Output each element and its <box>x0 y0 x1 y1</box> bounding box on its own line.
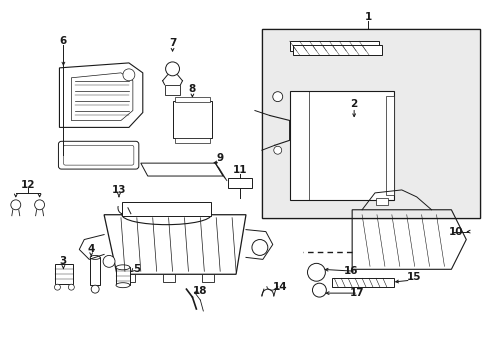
Text: 2: 2 <box>350 99 357 109</box>
Text: 12: 12 <box>20 180 35 190</box>
Circle shape <box>54 284 61 290</box>
Text: 14: 14 <box>272 282 286 292</box>
Circle shape <box>68 284 74 290</box>
Bar <box>122 202 211 216</box>
Text: 16: 16 <box>343 266 358 276</box>
Bar <box>332 278 393 287</box>
Bar <box>292 45 381 55</box>
Circle shape <box>273 146 281 154</box>
Circle shape <box>307 264 325 281</box>
Bar <box>164 85 180 95</box>
Text: 17: 17 <box>349 288 364 298</box>
Bar <box>202 274 214 282</box>
Text: 3: 3 <box>60 256 67 266</box>
Text: 4: 4 <box>87 244 95 255</box>
Text: 1: 1 <box>364 12 371 22</box>
Bar <box>228 178 251 188</box>
Ellipse shape <box>116 283 130 288</box>
Text: 10: 10 <box>448 226 463 237</box>
Text: 9: 9 <box>216 153 224 163</box>
Circle shape <box>11 200 20 210</box>
Circle shape <box>251 239 267 255</box>
Circle shape <box>103 255 115 267</box>
FancyBboxPatch shape <box>59 141 139 169</box>
Bar <box>163 274 174 282</box>
Text: 11: 11 <box>232 165 247 175</box>
Text: 5: 5 <box>133 264 140 274</box>
Bar <box>289 91 393 200</box>
Bar <box>90 257 100 285</box>
Ellipse shape <box>116 265 130 270</box>
Ellipse shape <box>90 255 100 260</box>
Text: 15: 15 <box>406 272 420 282</box>
Circle shape <box>35 200 44 210</box>
Circle shape <box>91 285 99 293</box>
Circle shape <box>165 62 179 76</box>
Circle shape <box>122 69 135 81</box>
Bar <box>172 100 212 138</box>
Text: 7: 7 <box>168 38 176 48</box>
Bar <box>174 96 210 102</box>
Bar <box>289 41 378 51</box>
Bar <box>116 267 130 285</box>
Text: 6: 6 <box>60 36 67 46</box>
FancyBboxPatch shape <box>63 145 134 165</box>
Bar <box>375 198 387 205</box>
Bar <box>385 96 393 195</box>
Text: 13: 13 <box>111 185 126 195</box>
Ellipse shape <box>122 205 211 225</box>
Bar <box>262 29 479 218</box>
Text: 8: 8 <box>188 84 196 94</box>
Text: 18: 18 <box>193 286 207 296</box>
Circle shape <box>312 283 325 297</box>
Bar <box>174 138 210 143</box>
Bar <box>122 274 135 282</box>
Circle shape <box>272 92 282 102</box>
